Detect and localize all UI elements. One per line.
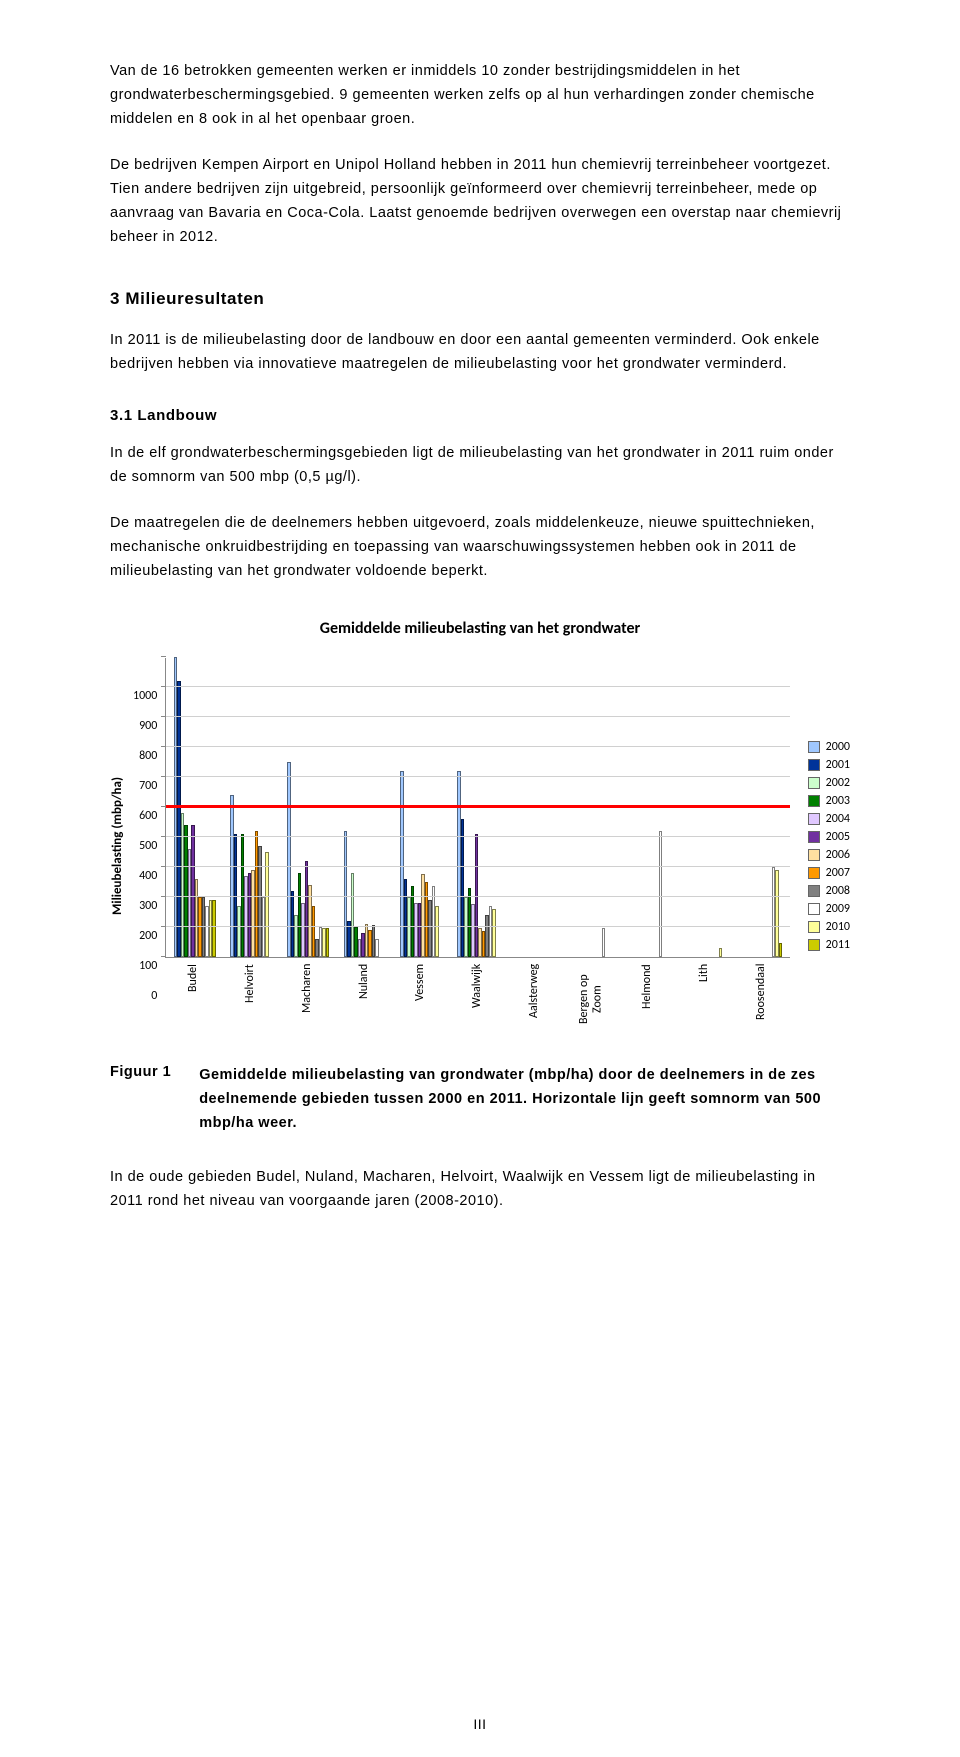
bar: [779, 943, 783, 957]
caption-label: Figuur 1: [110, 1064, 171, 1080]
page-container: Van de 16 betrokken gemeenten werken er …: [0, 0, 960, 1757]
x-axis-label: Budel: [165, 964, 222, 1034]
legend-label: 2001: [826, 758, 850, 772]
legend: 2000 2001 2002 2003 2004 2005 2006 2007 2008 2009…: [808, 740, 850, 952]
x-axis-label: Bergen op Zoom: [563, 964, 620, 1034]
paragraph-6: In de oude gebieden Budel, Nuland, Macha…: [110, 1166, 850, 1214]
x-axis-label: Roosendaal: [733, 964, 790, 1034]
paragraph-2: De bedrijven Kempen Airport en Unipol Ho…: [110, 154, 850, 250]
y-tick-mark: [161, 746, 166, 747]
legend-label: 2003: [826, 794, 850, 808]
x-axis-labels: BudelHelvoirtMacharenNulandVessemWaalwij…: [165, 964, 789, 1034]
plot-and-xaxis: BudelHelvoirtMacharenNulandVessemWaalwij…: [165, 658, 789, 1034]
legend-swatch: [808, 759, 820, 771]
x-axis-label: Lith: [676, 964, 733, 1034]
legend-swatch: [808, 741, 820, 753]
bar: [659, 831, 663, 957]
gridline: [166, 866, 789, 867]
bar: [602, 928, 606, 957]
gridline: [166, 686, 789, 687]
x-axis-label: Nuland: [336, 964, 393, 1034]
x-axis-label: Macharen: [279, 964, 336, 1034]
bar: [719, 948, 723, 957]
y-tick-mark: [161, 716, 166, 717]
caption-text: Gemiddelde milieubelasting van grondwate…: [199, 1064, 850, 1136]
paragraph-1: Van de 16 betrokken gemeenten werken er …: [110, 60, 850, 132]
y-tick-mark: [161, 866, 166, 867]
heading-3-1: 3.1 Landbouw: [110, 407, 850, 424]
x-axis-label: Helvoirt: [222, 964, 279, 1034]
heading-3: 3 Milieuresultaten: [110, 289, 850, 309]
y-tick-mark: [161, 776, 166, 777]
legend-swatch: [808, 813, 820, 825]
legend-item: 2011: [808, 938, 850, 952]
legend-label: 2008: [826, 884, 850, 898]
legend-label: 2007: [826, 866, 850, 880]
bar: [265, 852, 269, 957]
x-axis-label: Vessem: [392, 964, 449, 1034]
y-tick-mark: [161, 896, 166, 897]
legend-swatch: [808, 885, 820, 897]
legend-label: 2010: [826, 920, 850, 934]
chart-block: Gemiddelde milieubelasting van het grond…: [110, 619, 850, 1034]
y-tick-mark: [161, 836, 166, 837]
gridline: [166, 896, 789, 897]
x-axis-label: Aalsterweg: [506, 964, 563, 1034]
gridline: [166, 776, 789, 777]
y-axis-label: Milieubelasting (mbp/ha): [110, 777, 125, 915]
y-axis-ticks: 01002003004005006007008009001000: [133, 696, 157, 996]
legend-label: 2002: [826, 776, 850, 790]
legend-item: 2003: [808, 794, 850, 808]
legend-label: 2011: [826, 938, 850, 952]
bar: [375, 939, 379, 957]
legend-item: 2004: [808, 812, 850, 826]
bar: [435, 906, 439, 957]
legend-item: 2002: [808, 776, 850, 790]
legend-swatch: [808, 867, 820, 879]
x-axis-label: Helmond: [619, 964, 676, 1034]
paragraph-4: In de elf grondwaterbeschermingsgebieden…: [110, 442, 850, 490]
legend-swatch: [808, 849, 820, 861]
paragraph-3: In 2011 is de milieubelasting door de la…: [110, 329, 850, 377]
legend-item: 2008: [808, 884, 850, 898]
legend-item: 2005: [808, 830, 850, 844]
legend-swatch: [808, 795, 820, 807]
legend-label: 2000: [826, 740, 850, 754]
gridline: [166, 716, 789, 717]
bar: [492, 909, 496, 957]
legend-swatch: [808, 831, 820, 843]
page-number: III: [0, 1716, 960, 1732]
chart-title: Gemiddelde milieubelasting van het grond…: [110, 619, 850, 638]
legend-label: 2009: [826, 902, 850, 916]
threshold-line: [166, 805, 789, 808]
gridline: [166, 836, 789, 837]
legend-swatch: [808, 903, 820, 915]
y-tick-mark: [161, 956, 166, 957]
legend-item: 2001: [808, 758, 850, 772]
legend-swatch: [808, 939, 820, 951]
bar: [212, 900, 216, 957]
bar: [326, 928, 330, 957]
legend-item: 2010: [808, 920, 850, 934]
x-axis-label: Waalwijk: [449, 964, 506, 1034]
y-tick-mark: [161, 926, 166, 927]
legend-swatch: [808, 921, 820, 933]
legend-item: 2007: [808, 866, 850, 880]
figure-caption: Figuur 1 Gemiddelde milieubelasting van …: [110, 1064, 850, 1136]
legend-swatch: [808, 777, 820, 789]
legend-item: 2009: [808, 902, 850, 916]
gridline: [166, 746, 789, 747]
legend-item: 2006: [808, 848, 850, 862]
y-tick-mark: [161, 656, 166, 657]
plot-area: [165, 658, 789, 958]
legend-label: 2004: [826, 812, 850, 826]
legend-label: 2005: [826, 830, 850, 844]
legend-item: 2000: [808, 740, 850, 754]
legend-label: 2006: [826, 848, 850, 862]
paragraph-5: De maatregelen die de deelnemers hebben …: [110, 512, 850, 584]
chart-wrap: Milieubelasting (mbp/ha) 010020030040050…: [110, 658, 850, 1034]
y-tick-mark: [161, 686, 166, 687]
gridline: [166, 926, 789, 927]
